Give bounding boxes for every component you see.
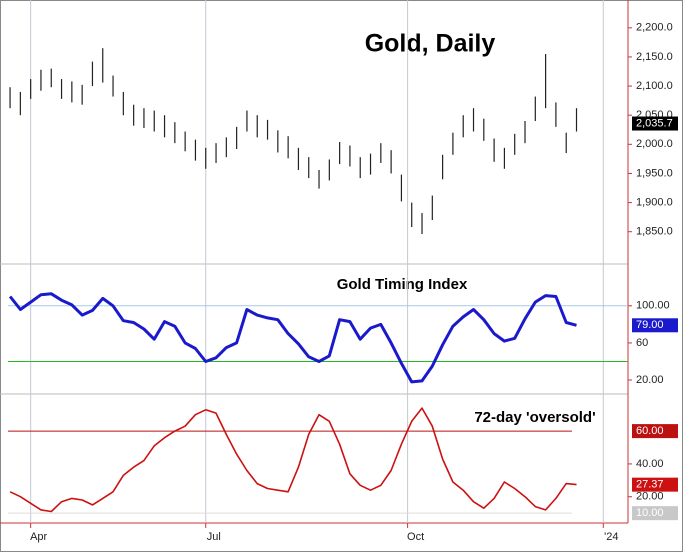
reference-box	[632, 506, 678, 521]
x-tick-label: '24	[604, 531, 618, 543]
y-tick-label: 20.00	[636, 374, 664, 386]
y-tick-label: 60	[636, 337, 648, 349]
y-tick-label: 2,200.0	[636, 22, 673, 34]
reference-box	[632, 424, 678, 439]
reference-label: 10.00	[636, 507, 664, 519]
y-tick-label: 1,950.0	[636, 167, 673, 179]
x-tick-label: Jul	[207, 531, 221, 543]
y-tick-label: 20.00	[636, 491, 664, 503]
y-tick-label: 100.00	[636, 300, 670, 312]
last-value-label: 27.37	[636, 479, 664, 491]
last-value-box	[632, 318, 678, 333]
reference-label: 60.00	[636, 425, 664, 437]
series-line	[9, 407, 577, 513]
panel-title: Gold Timing Index	[337, 276, 468, 293]
last-value-box	[632, 116, 678, 131]
y-tick-label: 1,900.0	[636, 196, 673, 208]
y-tick-label: 1,850.0	[636, 226, 673, 238]
y-tick-label: 40.00	[636, 458, 664, 470]
last-value-box	[632, 477, 678, 492]
series-line	[8, 292, 577, 384]
y-tick-label: 2,000.0	[636, 138, 673, 150]
x-tick-label: Apr	[30, 531, 47, 543]
last-value-label: 79.00	[636, 319, 664, 331]
x-tick-label: Oct	[407, 531, 424, 543]
last-value-label: 2,035.7	[636, 117, 673, 129]
y-tick-label: 2,150.0	[636, 51, 673, 63]
chart-title: Gold, Daily	[365, 30, 496, 58]
y-tick-label: 2,100.0	[636, 80, 673, 92]
panel-title: 72-day 'oversold'	[474, 409, 595, 426]
